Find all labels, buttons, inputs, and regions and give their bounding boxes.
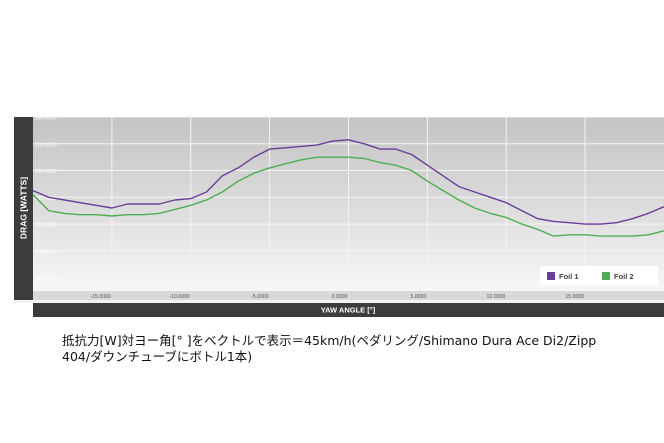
x-tick-label: 5.0000: [411, 294, 427, 300]
x-tick-label: -15.0000: [90, 294, 111, 300]
drag-vs-yaw-chart: DRAG [WATTS] 180.0000 190.0000 200.0000 210.…: [14, 116, 664, 317]
legend-box: [540, 266, 658, 286]
caption-line-1: 抵抗力[W]対ヨー角[° ]をベクトルで表示＝45km/h(ペダリング/Shim…: [62, 333, 597, 348]
series-line-foil-2: [32, 156, 664, 237]
y-tick-label: 190.0000: [35, 249, 57, 255]
chart-caption: 抵抗力[W]対ヨー角[° ]をベクトルで表示＝45km/h(ペダリング/Shim…: [62, 333, 622, 365]
series-line-foil-1: [32, 139, 664, 225]
y-tick-label: 210.0000: [35, 196, 57, 202]
x-axis-label: YAW ANGLE [°]: [321, 305, 376, 314]
chart-svg: DRAG [WATTS] 180.0000 190.0000 200.0000 210.…: [14, 116, 664, 317]
y-tick-label: 200.0000: [35, 223, 57, 229]
xlabel-band: [33, 303, 664, 317]
legend-label: Foil 2: [614, 272, 634, 281]
y-tick-label: 180.0000: [35, 276, 57, 282]
caption-line-2: 404/ダウンチューブにボトル1本): [62, 349, 253, 364]
legend-label: Foil 1: [559, 272, 579, 281]
legend-swatch: [602, 272, 610, 280]
y-tick-label: 220.0000: [35, 169, 57, 175]
x-tick-label: -5.0000: [251, 294, 269, 300]
x-tick-label: 10.0000: [486, 294, 505, 300]
x-tick-label: 15.0000: [565, 294, 584, 300]
separator: [14, 300, 664, 303]
y-axis-label: DRAG [WATTS]: [18, 177, 28, 239]
y-tick-label: 240.0000: [35, 116, 57, 122]
x-tick-label: 0.0000: [332, 294, 348, 300]
ylabel-band: [14, 117, 33, 300]
legend-swatch: [547, 272, 555, 280]
x-tick-label: -10.0000: [169, 294, 190, 300]
y-tick-label: 230.0000: [35, 142, 57, 148]
x-tick-band: [33, 291, 664, 300]
